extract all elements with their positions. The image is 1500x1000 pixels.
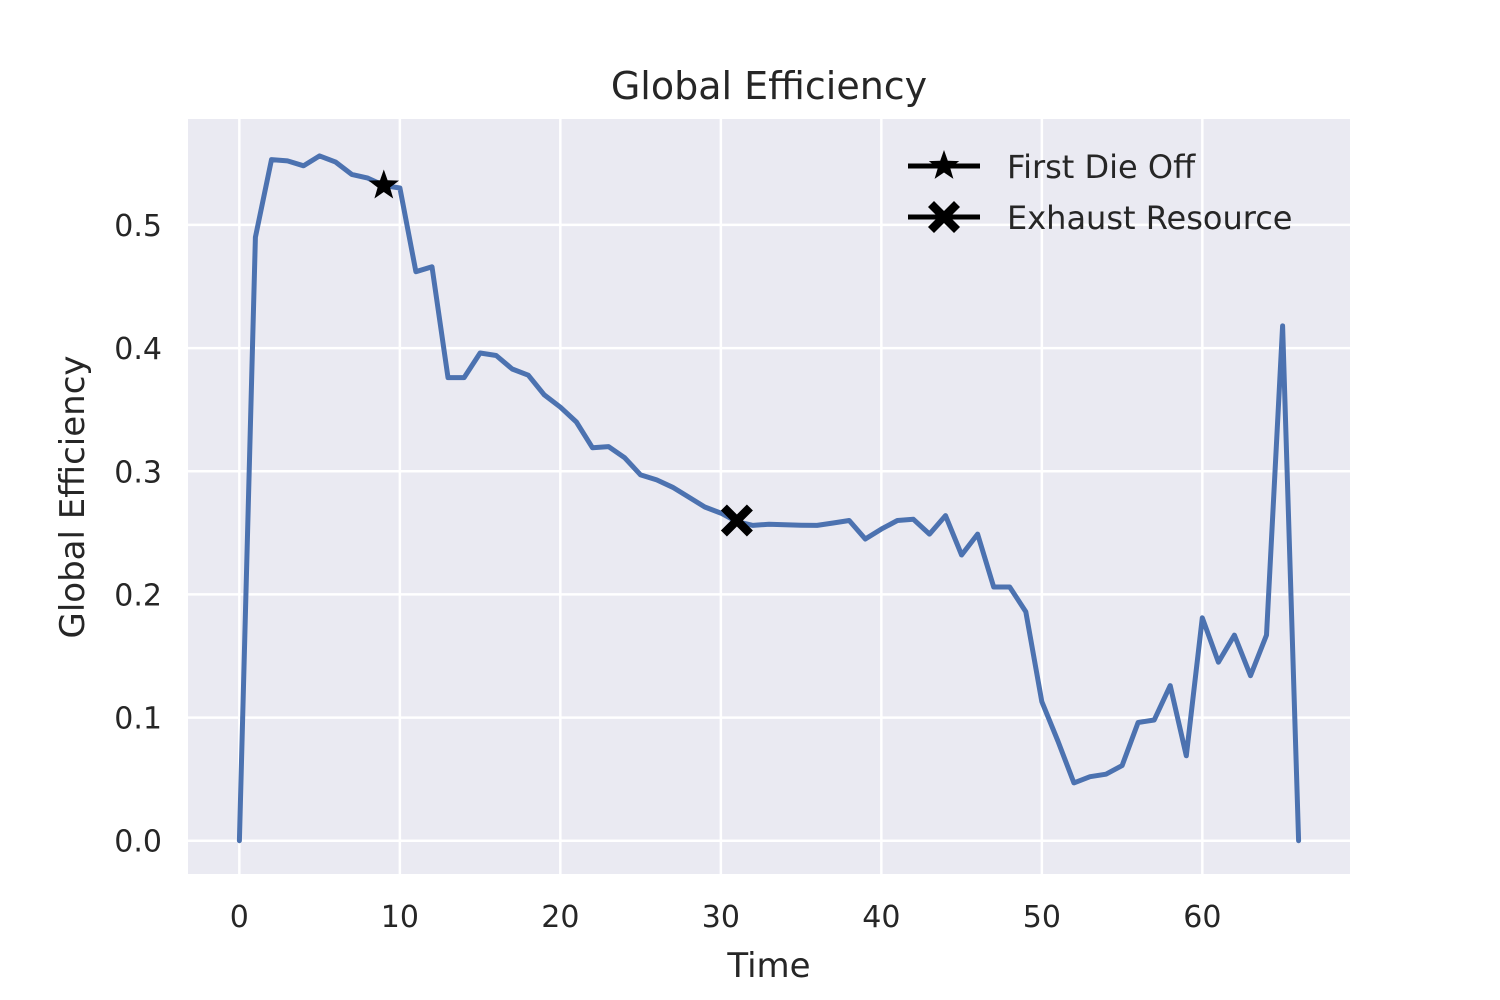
x-tick-label: 40 (862, 900, 900, 935)
exhaust-resource-x-marker (720, 504, 753, 537)
x-tick-label: 50 (1023, 900, 1061, 935)
y-tick-label: 0.3 (114, 455, 162, 490)
event-markers (368, 169, 753, 537)
legend-label-first-die-off: First Die Off (1007, 148, 1196, 186)
y-tick-label: 0.0 (114, 825, 162, 860)
x-tick-labels: 0 10 20 30 40 50 60 (230, 900, 1222, 935)
y-tick-label: 0.5 (114, 209, 162, 244)
first-die-off-star-marker (368, 169, 399, 199)
series-group (236, 153, 1302, 844)
x-tick-label: 30 (702, 900, 740, 935)
x-tick-label: 20 (541, 900, 579, 935)
x-axis-label: Time (726, 946, 810, 986)
y-axis-label: Global Efficiency (53, 355, 93, 638)
y-tick-label: 0.1 (114, 702, 162, 737)
legend-star-icon (928, 150, 960, 179)
legend: First Die Off Exhaust Resource (908, 148, 1292, 237)
x-tick-label: 0 (230, 900, 249, 935)
y-tick-label: 0.4 (114, 332, 162, 367)
plot-background (188, 119, 1350, 874)
series-line (236, 153, 1302, 844)
x-tick-label: 10 (381, 900, 419, 935)
x-tick-label: 60 (1183, 900, 1221, 935)
legend-label-exhaust-resource: Exhaust Resource (1007, 199, 1292, 237)
grid (188, 119, 1350, 874)
y-tick-label: 0.2 (114, 578, 162, 613)
y-tick-labels: 0.0 0.1 0.2 0.3 0.4 0.5 (114, 209, 162, 860)
legend-x-icon (928, 201, 960, 233)
chart-title: Global Efficiency (611, 64, 927, 108)
